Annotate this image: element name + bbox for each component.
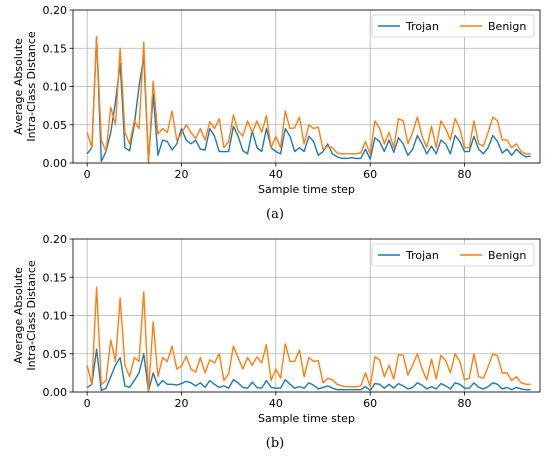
legend-label-trojan: Trojan	[405, 249, 439, 262]
x-tick-label: 40	[269, 397, 283, 410]
legend-box	[371, 14, 535, 38]
x-tick-label: 20	[174, 397, 188, 410]
legend-box	[371, 243, 535, 267]
y-tick-label: 0.05	[43, 119, 68, 132]
legend-label-benign: Benign	[488, 249, 526, 262]
y-tick-label: 0.10	[43, 81, 68, 94]
caption-a: (a)	[266, 207, 284, 222]
series-line-trojan	[86, 348, 531, 392]
chart-b: 0 20 40 60 80 0.00 0.05 0.10 0.15 0.20 Sample time…	[12, 233, 541, 425]
x-tick-label: 60	[363, 397, 377, 410]
y-tick-label: 0.10	[43, 310, 68, 323]
y-tick-label: 0.00	[43, 386, 68, 399]
series-line-trojan	[86, 36, 531, 163]
legend-label-trojan: Trojan	[405, 20, 439, 33]
y-tick-label: 0.20	[43, 233, 68, 246]
caption-b: (b)	[265, 436, 285, 451]
x-axis-label: Sample time step	[258, 412, 355, 425]
y-axis-label: Average AbsoluteIntra-Class Distance	[12, 31, 38, 142]
y-tick-label: 0.05	[43, 348, 68, 361]
plot-frame	[72, 238, 541, 393]
legend: Trojan Benign	[371, 14, 535, 38]
plot-frame	[72, 9, 541, 164]
x-tick-label: 20	[174, 168, 188, 181]
x-axis-label: Sample time step	[258, 183, 355, 196]
y-tick-label: 0.20	[43, 4, 68, 17]
x-tick-label: 0	[84, 397, 91, 410]
chart-a: 0 20 40 60 80 0.00 0.05 0.10 0.15 0.20 Sample time…	[12, 4, 541, 196]
y-axis-label: Average AbsoluteIntra-Class Distance	[12, 260, 38, 371]
x-tick-label: 80	[458, 168, 472, 181]
x-tick-label: 0	[84, 168, 91, 181]
legend: Trojan Benign	[371, 243, 535, 267]
series-line-benign	[86, 36, 531, 164]
x-tick-label: 60	[363, 168, 377, 181]
legend-label-benign: Benign	[488, 20, 526, 33]
series-line-benign	[86, 286, 531, 393]
y-tick-label: 0.15	[43, 271, 68, 284]
y-tick-label: 0.15	[43, 42, 68, 55]
x-tick-label: 80	[458, 397, 472, 410]
x-tick-label: 40	[269, 168, 283, 181]
y-tick-label: 0.00	[43, 157, 68, 170]
